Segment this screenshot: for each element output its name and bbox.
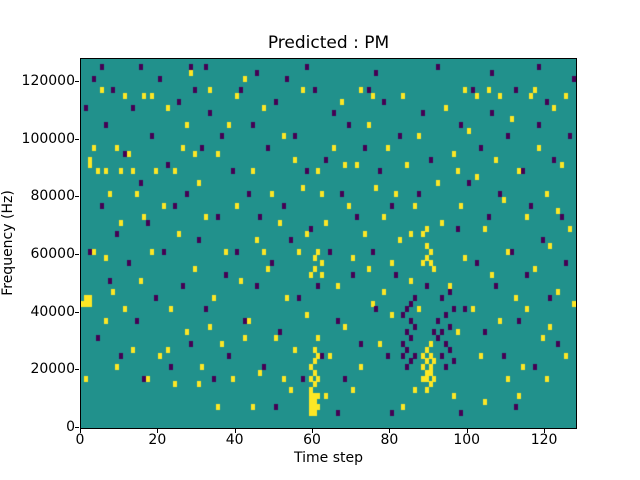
- y-axis-label: Frequency (Hz): [0, 190, 16, 296]
- y-tick-label: 20000: [30, 361, 75, 378]
- y-tick-mark: [75, 81, 79, 83]
- heatmap-canvas: [81, 59, 576, 428]
- y-tick-mark: [75, 196, 79, 198]
- x-tick-label: 60: [303, 432, 321, 448]
- x-tick-label: 20: [148, 432, 167, 448]
- x-tick-label: 120: [530, 432, 558, 448]
- x-tick-label: 40: [225, 432, 244, 448]
- y-tick-mark: [75, 254, 79, 256]
- y-tick-label: 40000: [30, 303, 75, 320]
- x-tick-mark: [389, 429, 391, 433]
- x-tick-mark: [466, 429, 468, 433]
- plot-area: [80, 58, 577, 429]
- y-tick-label: 120000: [21, 73, 75, 90]
- x-tick-mark: [157, 429, 159, 433]
- y-tick-label: 0: [66, 419, 75, 435]
- y-tick-label: 100000: [21, 130, 75, 147]
- y-tick-mark: [75, 427, 79, 428]
- chart-title: Predicted : PM: [267, 33, 390, 53]
- y-tick-label: 80000: [30, 188, 75, 205]
- x-tick-mark: [80, 429, 81, 433]
- x-axis-label: Time step: [294, 450, 363, 466]
- x-tick-mark: [312, 429, 314, 433]
- x-tick-label: 80: [380, 432, 399, 448]
- y-tick-mark: [75, 311, 79, 313]
- x-tick-label: 100: [453, 432, 481, 448]
- x-tick-mark: [544, 429, 546, 433]
- x-tick-label: 0: [75, 432, 85, 448]
- y-tick-mark: [75, 138, 79, 140]
- x-tick-mark: [234, 429, 236, 433]
- y-tick-label: 60000: [30, 246, 75, 263]
- y-tick-mark: [75, 369, 79, 371]
